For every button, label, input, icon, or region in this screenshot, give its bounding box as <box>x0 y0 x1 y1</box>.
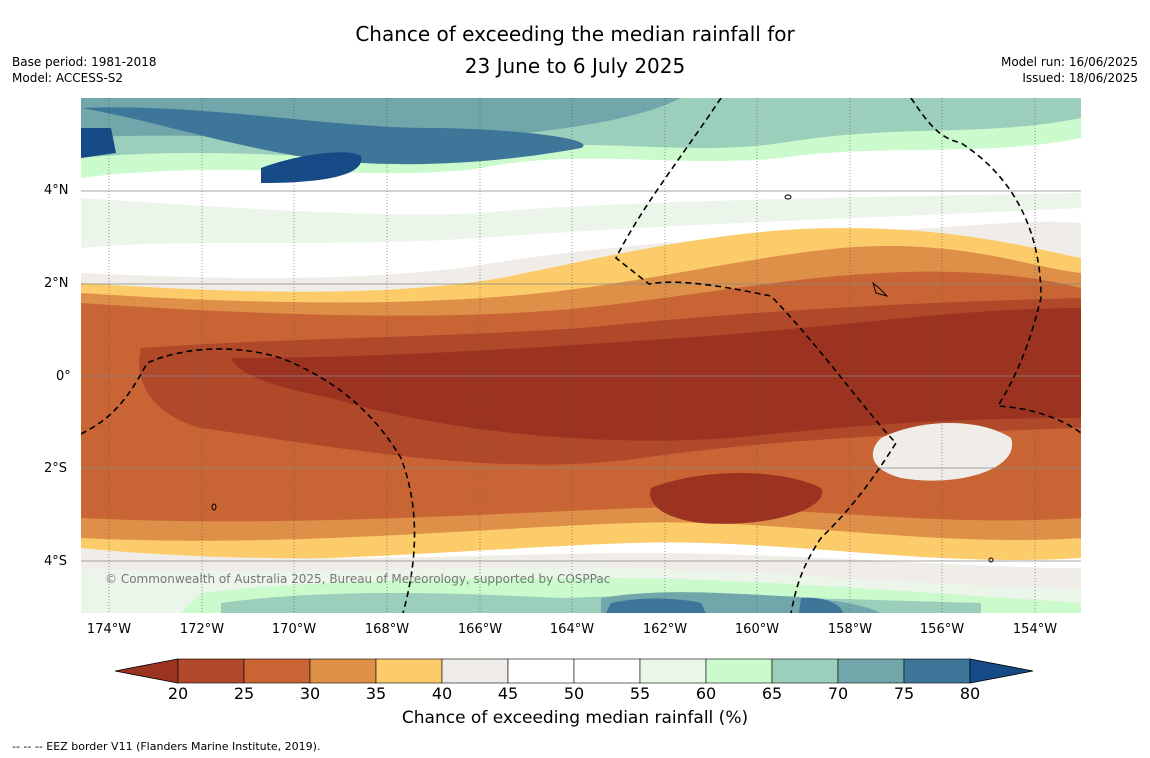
colorbar-swatch <box>573 658 641 684</box>
model-run: Model run: 16/06/2025 <box>1000 55 1138 69</box>
lon-label: 168°W <box>364 622 410 637</box>
colorbar-title: Chance of exceeding median rainfall (%) <box>401 708 749 728</box>
colorbar-tick-label: 25 <box>233 684 255 703</box>
lon-label: 158°W <box>827 622 873 637</box>
lon-label: 164°W <box>549 622 595 637</box>
title-line-1: Chance of exceeding the median rainfall … <box>355 22 795 46</box>
colorbar-swatch <box>771 658 839 684</box>
band-under20-equator <box>231 308 1081 441</box>
band-80-north <box>81 107 584 165</box>
colorbar-swatch <box>837 658 905 684</box>
base-period: Base period: 1981-2018 <box>12 55 157 69</box>
band-under20-south <box>650 473 823 524</box>
lon-label: 154°W <box>1012 622 1058 637</box>
lon-label: 162°W <box>642 622 688 637</box>
lon-label: 172°W <box>179 622 225 637</box>
lon-label: 166°W <box>457 622 503 637</box>
colorbar-swatch <box>441 658 509 684</box>
colorbar <box>115 658 1034 684</box>
colorbar-tick-label: 80 <box>959 684 981 703</box>
band-40-45-east <box>872 423 1013 481</box>
colorbar-swatch <box>705 658 773 684</box>
lon-label: 156°W <box>919 622 965 637</box>
colorbar-swatch <box>309 658 377 684</box>
eez-footnote: -- -- -- EEZ border V11 (Flanders Marine… <box>12 740 321 753</box>
colorbar-swatch <box>507 658 575 684</box>
model-name: Model: ACCESS-S2 <box>12 71 124 85</box>
colorbar-tick-label: 45 <box>497 684 519 703</box>
colorbar-tick-label: 65 <box>761 684 783 703</box>
lon-label: 174°W <box>86 622 132 637</box>
colorbar-tick-label: 35 <box>365 684 387 703</box>
colorbar-arrow-high <box>969 658 1034 684</box>
colorbar-swatch <box>903 658 971 684</box>
meta-left: Base period: 1981-2018 Model: ACCESS-S2 <box>12 54 157 86</box>
colorbar-tick-label: 30 <box>299 684 321 703</box>
colorbar-swatch <box>177 658 245 684</box>
eez-borders <box>81 98 1081 613</box>
islands <box>211 194 994 563</box>
lat-label: 0° <box>56 369 71 384</box>
colorbar-swatch <box>639 658 707 684</box>
colorbar-tick-label: 50 <box>563 684 585 703</box>
lat-label: 2°S <box>44 461 68 476</box>
colorbar-tick-label: 20 <box>167 684 189 703</box>
colorbar-swatch <box>375 658 443 684</box>
band-60-65 <box>81 193 1081 248</box>
lat-label: 4°S <box>44 554 68 569</box>
rainfall-map-svg <box>81 98 1081 613</box>
title-line-2: 23 June to 6 July 2025 <box>464 54 686 78</box>
band-over80-north <box>81 128 362 183</box>
latitude-lines <box>81 190 1081 562</box>
lon-label: 170°W <box>271 622 317 637</box>
band-75-80-south <box>606 597 843 613</box>
issued-date: Issued: 18/06/2025 <box>1022 71 1138 85</box>
colorbar-arrow-low <box>115 658 179 684</box>
copyright-credit: © Commonwealth of Australia 2025, Bureau… <box>105 572 611 586</box>
lat-label: 4°N <box>44 183 69 198</box>
colorbar-tick-label: 75 <box>893 684 915 703</box>
lon-label: 160°W <box>734 622 780 637</box>
colorbar-tick-label: 40 <box>431 684 453 703</box>
colorbar-swatch <box>243 658 311 684</box>
rainfall-map <box>81 98 1081 613</box>
lat-label: 2°N <box>44 276 69 291</box>
graticule <box>108 98 1036 613</box>
colorbar-tick-label: 70 <box>827 684 849 703</box>
map-title: Chance of exceeding the median rainfall … <box>0 18 1150 82</box>
colorbar-tick-label: 55 <box>629 684 651 703</box>
meta-right: Model run: 16/06/2025 Issued: 18/06/2025 <box>1001 54 1138 86</box>
colorbar-tick-label: 60 <box>695 684 717 703</box>
